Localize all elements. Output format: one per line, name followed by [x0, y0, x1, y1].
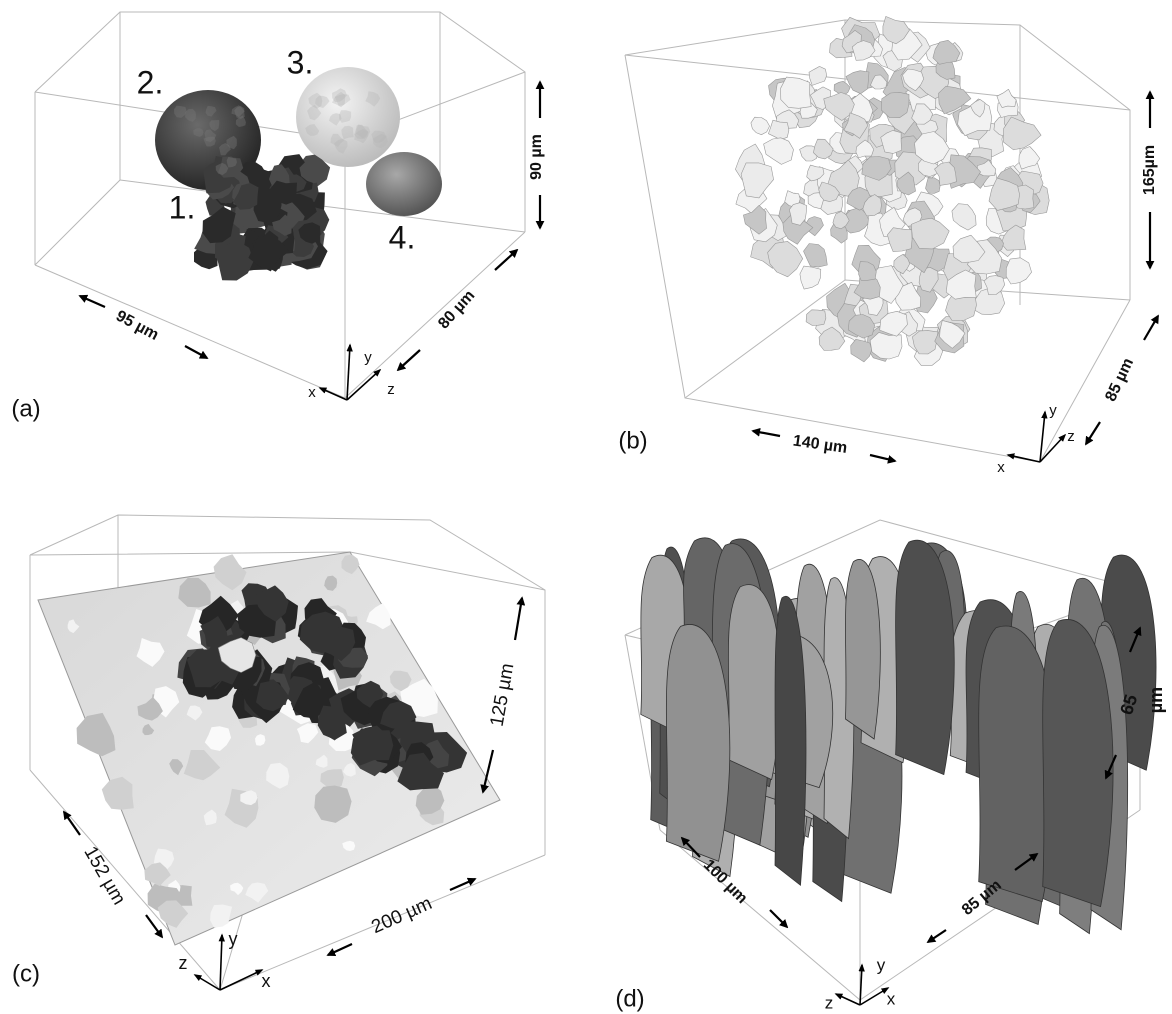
texture-blob: [351, 728, 394, 765]
texture-blob: [764, 138, 794, 165]
axis-label: z: [387, 381, 395, 398]
axis-label: y: [364, 349, 372, 366]
texture-blob: [887, 228, 912, 252]
dimension-label: 85 µm: [1102, 356, 1137, 405]
axis-label: z: [825, 993, 834, 1012]
texture-blob: [845, 559, 880, 739]
texture-blob: [926, 178, 941, 194]
texture-blob: [809, 66, 827, 85]
texture-blob: [800, 266, 821, 289]
object-label: 1.: [169, 189, 196, 225]
texture-blob: [339, 110, 351, 122]
figure: 2. 3. 1. 4. 95 µm 80 µm 90 µm x y z (a) …: [0, 0, 1172, 1014]
axis-label: x: [997, 459, 1005, 476]
particle: [366, 152, 442, 216]
texture-blob: [728, 585, 781, 780]
axis-label: y: [1049, 402, 1057, 419]
axis-label: x: [308, 384, 316, 401]
texture-blob: [781, 77, 812, 108]
texture-blob: [804, 244, 828, 268]
panel-label: (b): [618, 427, 647, 454]
texture-blob: [751, 117, 770, 135]
dimension-label: 80 µm: [435, 287, 478, 332]
dimension-label: 165µm: [1141, 145, 1158, 195]
axis-label: z: [1067, 428, 1075, 445]
dimension-label: 200 µm: [368, 893, 435, 938]
dimension-label: 90 µm: [528, 134, 545, 180]
axis-label: x: [262, 971, 271, 991]
texture-blob: [953, 235, 985, 262]
texture-blob: [911, 218, 949, 249]
object-label: 4.: [389, 219, 416, 255]
texture-blob: [1003, 117, 1041, 150]
texture-blob: [806, 310, 826, 326]
axis-label: z: [179, 953, 188, 973]
object-label: 3.: [287, 44, 314, 80]
texture-blob: [768, 120, 789, 140]
panel-label: (d): [615, 985, 644, 1012]
axis-label: x: [887, 989, 896, 1008]
texture-blob: [768, 241, 803, 276]
panel-label: (c): [12, 960, 40, 987]
texture-blob: [952, 204, 976, 230]
axis-label: y: [877, 955, 886, 974]
rendered-structure: [735, 16, 1049, 365]
panel-label: (a): [11, 395, 40, 422]
dimension-label: 125 µm: [487, 662, 519, 728]
texture-blob: [1006, 258, 1031, 284]
dimension-label: 140 µm: [792, 433, 848, 457]
axis-label: y: [229, 929, 238, 949]
texture-blob: [881, 92, 909, 117]
object-label: 2.: [137, 64, 164, 100]
texture-blob: [741, 163, 774, 198]
texture-blob: [210, 905, 232, 928]
texture-blob: [851, 339, 872, 362]
texture-blob: [846, 71, 869, 94]
dimension-label: 95 µm: [113, 308, 161, 344]
dimension-label: µm: [1146, 687, 1166, 713]
